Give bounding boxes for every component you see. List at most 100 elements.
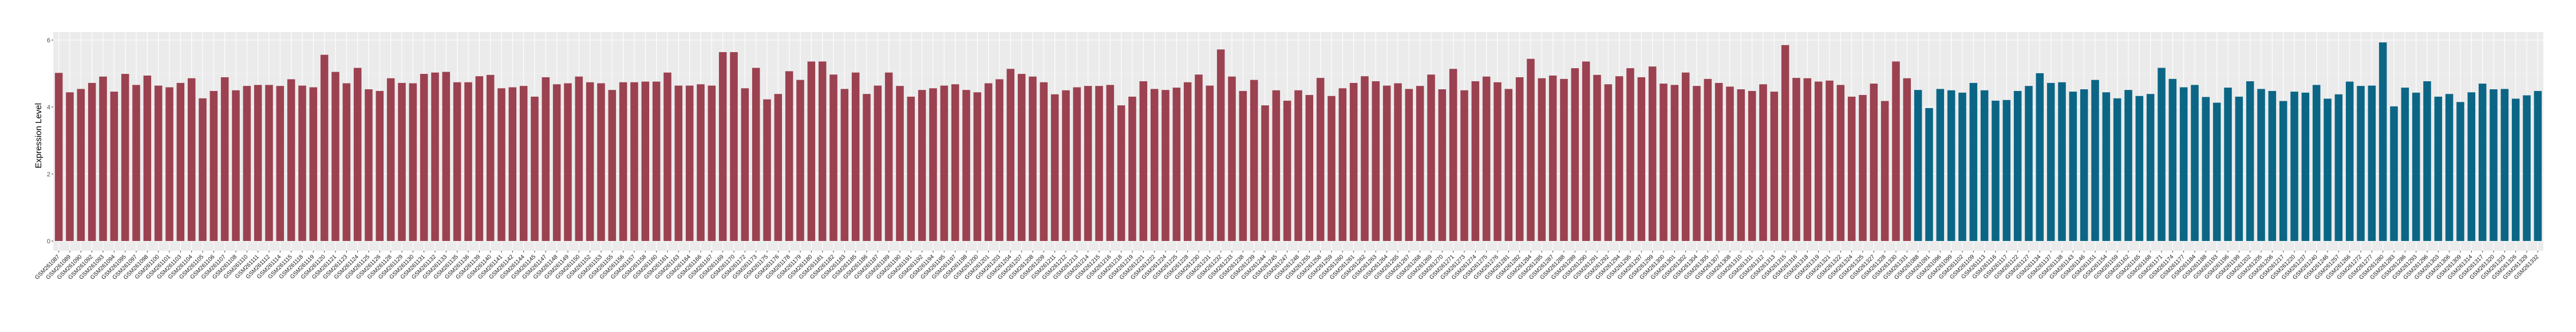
bar-GSM261215 — [1095, 86, 1103, 241]
bar-GSM261117 — [2002, 100, 2011, 241]
bar-GSM261321 — [1826, 80, 1834, 241]
bar-GSM261153 — [597, 83, 605, 241]
bar-GSM261174 — [2168, 78, 2177, 242]
bar-GSM261310 — [1737, 89, 1745, 241]
bar-GSM261312 — [1759, 84, 1767, 241]
bar-GSM261313 — [1770, 92, 1779, 241]
bar-GSM261217 — [2279, 101, 2287, 241]
bar-GSM261149 — [564, 83, 572, 241]
bar-GSM261097 — [132, 85, 140, 241]
bar-GSM261101 — [165, 87, 173, 242]
bar-GSM261305 — [1704, 78, 1712, 242]
bar-GSM261193 — [2212, 102, 2221, 241]
bar-GSM261282 — [1515, 77, 1524, 241]
bar-GSM261162 — [2124, 90, 2132, 242]
bar-GSM261244 — [1261, 105, 1269, 241]
bar-GSM261088 — [1914, 90, 1922, 242]
bar-GSM261179 — [796, 80, 804, 242]
bar-GSM261255 — [1305, 94, 1314, 241]
bar-GSM261239 — [1250, 80, 1258, 242]
bar-GSM261113 — [1980, 90, 1989, 241]
bar-GSM261115 — [287, 79, 295, 241]
bar-GSM261144 — [519, 86, 528, 241]
bar-GSM261207 — [1017, 74, 1026, 241]
bar-GSM261293 — [2412, 92, 2420, 241]
bar-GSM261189 — [884, 72, 893, 242]
bar-GSM261112 — [265, 85, 273, 241]
bar-GSM261259 — [1327, 96, 1336, 241]
bar-GSM261224 — [1161, 90, 1170, 242]
bar-GSM261107 — [220, 77, 229, 241]
bar-GSM261202 — [2246, 81, 2254, 241]
bar-GSM261303 — [2434, 96, 2443, 241]
bar-GSM261098 — [143, 76, 152, 241]
bar-GSM261265 — [1394, 83, 1402, 241]
bar-GSM261216 — [1106, 85, 1115, 241]
bar-GSM261277 — [2368, 85, 2376, 241]
bar-GSM261196 — [2224, 88, 2232, 241]
bar-GSM261146 — [2080, 89, 2088, 241]
bar-GSM261177 — [2179, 87, 2188, 242]
bar-GSM261261 — [1349, 82, 1358, 241]
bar-GSM261258 — [1316, 78, 1325, 242]
bar-GSM261175 — [763, 99, 771, 241]
bar-GSM261102 — [1958, 92, 1966, 241]
bar-GSM261166 — [697, 84, 705, 241]
bar-GSM261138 — [2058, 82, 2066, 241]
bar-GSM261315 — [1781, 45, 1789, 242]
bar-GSM261109 — [1969, 82, 1978, 241]
bar-GSM261281 — [1504, 89, 1513, 241]
bar-GSM261299 — [1648, 66, 1657, 241]
bar-GSM261301 — [1670, 85, 1679, 241]
bar-GSM261142 — [508, 87, 517, 242]
bar-GSM261304 — [1693, 86, 1701, 241]
bar-GSM261170 — [730, 52, 738, 241]
bar-GSM261319 — [1814, 81, 1823, 242]
bar-GSM261167 — [708, 85, 716, 241]
bar-GSM261276 — [1494, 82, 1502, 241]
bar-GSM261308 — [1726, 86, 1734, 241]
bar-GSM261148 — [552, 84, 561, 241]
bar-GSM261285 — [1538, 78, 1546, 241]
bar-GSM261134 — [2036, 73, 2044, 241]
bar-GSM261180 — [807, 61, 816, 241]
bar-GSM261145 — [531, 96, 539, 241]
bar-GSM261172 — [741, 88, 749, 242]
bar-GSM261100 — [154, 85, 163, 241]
bar-GSM261176 — [774, 94, 783, 241]
bar-GSM261325 — [1859, 94, 1867, 241]
bar-GSM261220 — [2290, 92, 2298, 241]
bar-GSM261260 — [1338, 88, 1347, 242]
bar-GSM261273 — [1460, 90, 1468, 241]
y-tick-label: 6 — [47, 37, 50, 44]
bar-GSM261140 — [486, 74, 495, 241]
bar-GSM261187 — [874, 85, 882, 241]
bar-GSM261136 — [464, 82, 472, 241]
bar-GSM261203 — [995, 79, 1003, 241]
bar-GSM261192 — [918, 90, 926, 242]
bar-GSM261091 — [1925, 108, 1933, 241]
bar-GSM261291 — [1593, 74, 1601, 241]
bar-GSM261089 — [66, 92, 74, 241]
bar-GSM261160 — [652, 81, 661, 242]
bar-GSM261198 — [962, 90, 970, 242]
bar-GSM261287 — [1548, 76, 1557, 241]
bar-GSM261228 — [1183, 82, 1192, 241]
bar-GSM261204 — [1006, 69, 1015, 241]
bar-GSM261163 — [674, 85, 683, 241]
bar-GSM261159 — [2113, 98, 2121, 241]
bar-GSM261108 — [232, 90, 240, 241]
bar-GSM261190 — [896, 86, 904, 241]
bar-GSM261139 — [475, 76, 484, 241]
bar-GSM261294 — [1615, 76, 1623, 241]
bar-GSM261087 — [54, 73, 63, 241]
bar-GSM261111 — [254, 85, 262, 241]
bar-GSM261208 — [1029, 76, 1037, 241]
bar-GSM261132 — [431, 72, 439, 242]
bar-GSM261221 — [1139, 81, 1148, 241]
bar-GSM261200 — [973, 92, 982, 241]
bar-GSM261267 — [1405, 89, 1413, 241]
bar-GSM261274 — [1471, 81, 1480, 241]
bar-GSM261194 — [929, 88, 937, 242]
